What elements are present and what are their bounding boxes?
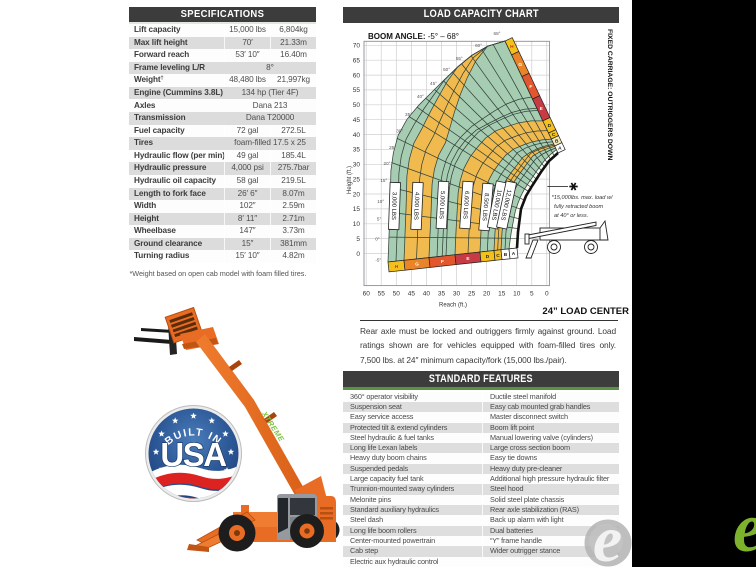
svg-text:at 40° or less.: at 40° or less. [554,213,588,219]
svg-text:20: 20 [483,290,491,297]
svg-text:0: 0 [356,251,360,258]
svg-text:40: 40 [353,132,361,139]
svg-text:C: C [496,253,500,259]
svg-text:D: D [486,254,490,260]
svg-text:40°: 40° [417,94,424,99]
svg-text:USA: USA [160,436,226,473]
svg-text:H: H [395,264,399,270]
svg-text:30: 30 [453,290,461,297]
svg-text:55: 55 [378,290,386,297]
svg-text:8,500 LBS: 8,500 LBS [481,193,489,221]
svg-text:BOOM ANGLE: -5° – 68°: BOOM ANGLE: -5° – 68° [368,32,459,41]
svg-text:24” LOAD CENTER: 24” LOAD CENTER [542,306,629,317]
svg-text:25°: 25° [389,145,396,150]
svg-text:5,000 LBS: 5,000 LBS [438,191,445,219]
svg-text:B: B [555,139,559,145]
svg-text:10: 10 [513,290,521,297]
svg-text:15°: 15° [380,178,387,183]
svg-text:A: A [558,146,562,152]
svg-text:15: 15 [498,290,506,297]
svg-text:5: 5 [530,290,534,297]
svg-text:D: D [548,123,552,129]
svg-text:3,000 LBS: 3,000 LBS [390,192,397,220]
svg-text:68°: 68° [494,31,501,36]
svg-text:20°: 20° [384,161,391,166]
svg-text:35°: 35° [405,112,412,117]
svg-text:30: 30 [353,162,361,169]
svg-text:10,000 LBS: 10,000 LBS [490,189,502,221]
svg-text:H: H [510,44,514,50]
svg-text:10°: 10° [377,199,384,204]
svg-text:60: 60 [353,72,361,79]
svg-text:E: E [540,106,544,112]
svg-text:fully retracted boom: fully retracted boom [554,204,603,210]
svg-text:e: e [593,519,622,567]
svg-text:G: G [415,262,419,268]
svg-text:5: 5 [356,236,360,243]
svg-text:60: 60 [363,290,371,297]
svg-text:C: C [552,132,556,138]
svg-text:0°: 0° [375,237,380,242]
svg-text:45: 45 [408,290,416,297]
svg-text:60°: 60° [475,43,482,48]
svg-text:F: F [441,259,444,265]
svg-text:*15,000lbs. max. load w/: *15,000lbs. max. load w/ [552,195,614,201]
svg-text:15: 15 [353,206,361,213]
svg-text:Height (ft.): Height (ft.) [347,166,353,194]
svg-text:25: 25 [353,176,361,183]
svg-text:70: 70 [353,43,361,50]
svg-text:55: 55 [353,87,361,94]
svg-text:50: 50 [353,102,361,109]
svg-text:25: 25 [468,290,476,297]
svg-text:Reach (ft.): Reach (ft.) [439,303,467,309]
svg-text:65: 65 [353,58,361,65]
svg-text:6,600 LBS: 6,600 LBS [461,191,469,219]
svg-text:35: 35 [438,290,446,297]
svg-text:0: 0 [545,290,549,297]
svg-text:30°: 30° [396,129,403,134]
svg-text:B: B [504,252,508,258]
svg-text:E: E [466,256,470,262]
svg-text:G: G [518,62,522,68]
svg-text:-5°: -5° [375,258,381,263]
svg-text:5°: 5° [377,217,382,222]
svg-text:50: 50 [393,290,401,297]
svg-text:35: 35 [353,147,361,154]
svg-text:40: 40 [423,290,431,297]
svg-text:45: 45 [353,117,361,124]
svg-text:10: 10 [353,221,361,228]
svg-text:A: A [512,251,516,257]
svg-text:55°: 55° [456,56,463,61]
svg-text:4,000 LBS: 4,000 LBS [412,192,419,220]
svg-text:45°: 45° [430,81,437,86]
svg-text:20: 20 [353,191,361,198]
svg-text:F: F [529,84,532,90]
svg-text:50°: 50° [443,67,450,72]
